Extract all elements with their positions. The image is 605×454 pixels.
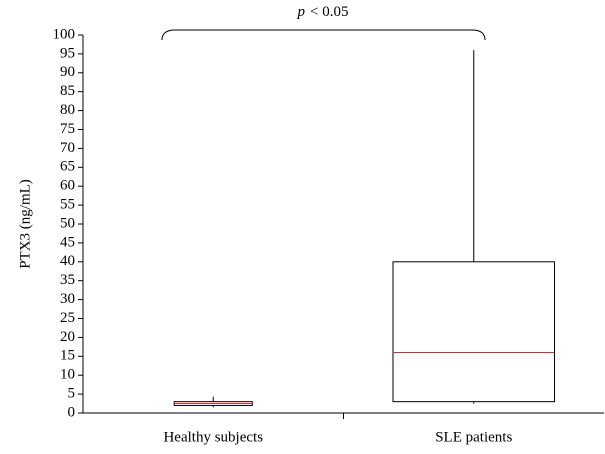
y-tick-label: 5 — [68, 386, 76, 402]
y-tick-label: 45 — [60, 234, 75, 250]
annotation: p < 0.05 — [297, 4, 349, 20]
y-tick-label: 25 — [60, 310, 75, 326]
y-tick-label: 70 — [60, 140, 75, 156]
y-tick-label: 10 — [60, 367, 75, 383]
y-tick-label: 30 — [60, 291, 75, 307]
y-tick-label: 0 — [68, 404, 76, 420]
x-tick-label: Healthy subjects — [163, 429, 263, 445]
significance-bracket — [161, 29, 486, 41]
y-tick-label: 75 — [60, 121, 75, 137]
y-tick-label: 95 — [60, 45, 75, 61]
y-tick-label: 90 — [60, 64, 75, 80]
y-tick-label: 55 — [60, 197, 75, 213]
y-tick-label: 40 — [60, 253, 75, 269]
y-tick-label: 20 — [60, 329, 75, 345]
y-axis-label: PTX3 (ng/mL) — [17, 179, 33, 269]
y-tick-label: 50 — [60, 215, 75, 231]
y-tick-label: 60 — [60, 178, 75, 194]
y-tick-label: 15 — [60, 348, 75, 364]
y-tick-label: 100 — [53, 26, 76, 42]
x-tick-label: SLE patients — [435, 429, 512, 445]
y-tick-label: 85 — [60, 83, 75, 99]
annotation-variable: p — [297, 4, 306, 20]
box — [392, 261, 556, 403]
y-tick-label: 80 — [60, 102, 75, 118]
y-tick-label: 65 — [60, 159, 75, 175]
y-tick-label: 35 — [60, 272, 75, 288]
annotation-text: < 0.05 — [310, 4, 348, 20]
